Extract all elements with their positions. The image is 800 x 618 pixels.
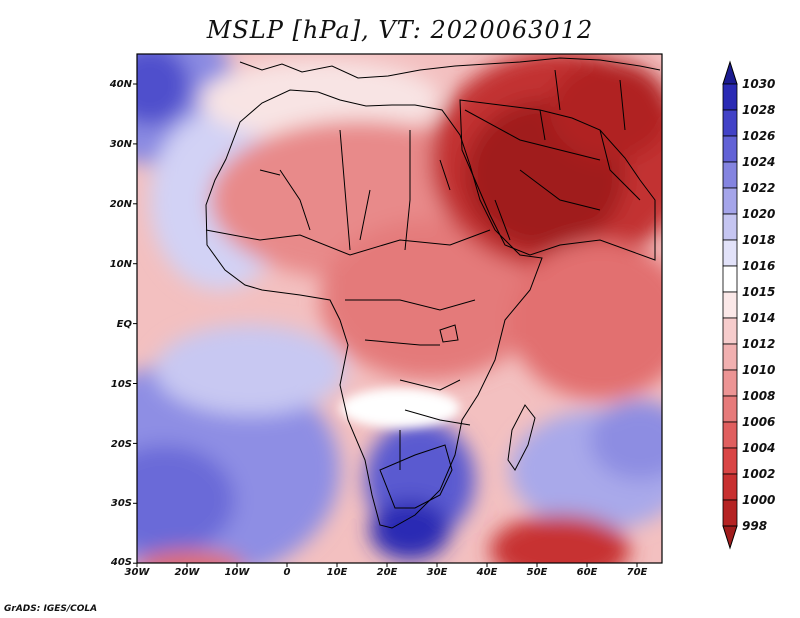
angola-white-band <box>340 388 460 428</box>
colorbar-label-1020: 1020 <box>742 207 776 221</box>
southern-ocean-low <box>490 515 630 563</box>
lake-victoria <box>439 324 459 343</box>
europe-coastline <box>239 57 661 79</box>
arabia-coastline <box>459 99 656 261</box>
azores-core <box>137 54 190 125</box>
colorbar-label-1008: 1008 <box>742 389 776 403</box>
south-africa-border <box>379 444 453 509</box>
colorbar-label-1000: 1000 <box>742 493 776 507</box>
colorbar-segment <box>722 239 738 267</box>
middle-east-borders <box>464 69 641 211</box>
colorbar-segment <box>722 395 738 423</box>
lon-label-20w: 20W <box>174 567 200 578</box>
lat-label-30n: 30N <box>109 139 132 150</box>
colorbar-segment <box>722 499 738 527</box>
lon-label-10e: 10E <box>326 567 348 578</box>
lat-label-20n: 20N <box>109 199 132 210</box>
colorbar-label-1018: 1018 <box>742 233 776 247</box>
lon-label-60e: 60E <box>576 567 598 578</box>
plot-frame <box>136 53 663 564</box>
lat-label-20s: 20S <box>110 439 132 450</box>
gulf-of-guinea-ridge <box>155 325 345 415</box>
colorbar-top-arrow <box>722 60 738 85</box>
sw-atlantic-low <box>137 550 243 563</box>
colorbar-segment <box>722 421 738 449</box>
colorbar-label-1010: 1010 <box>742 363 776 377</box>
south-atlantic-core <box>137 445 235 555</box>
lat-label-40s: 40S <box>110 557 132 568</box>
lon-label-40e: 40E <box>476 567 498 578</box>
colorbar-label-1004: 1004 <box>742 441 776 455</box>
colorbar-label-1012: 1012 <box>742 337 776 351</box>
lat-label-30s: 30S <box>110 498 132 509</box>
colorbar-label-1002: 1002 <box>742 467 776 481</box>
colorbar <box>722 60 738 550</box>
colorbar-segment <box>722 213 738 241</box>
lat-label-40n: 40N <box>109 79 132 90</box>
colorbar-label-1014: 1014 <box>742 311 776 325</box>
indian-ocean-low <box>510 240 662 400</box>
colorbar-label-1016: 1016 <box>742 259 776 273</box>
colorbar-segment <box>722 291 738 319</box>
persian-low <box>550 60 662 160</box>
colorbar-segment <box>722 109 738 137</box>
sahel-borders <box>205 129 511 470</box>
lon-label-50e: 50E <box>526 567 548 578</box>
colorbar-label-1026: 1026 <box>742 129 776 143</box>
colorbar-label-1024: 1024 <box>742 155 776 169</box>
colorbar-segment <box>722 187 738 215</box>
africa-coastline <box>205 89 543 529</box>
colorbar-segment <box>722 135 738 163</box>
colorbar-segment <box>722 473 738 501</box>
colorbar-label-1022: 1022 <box>742 181 776 195</box>
south-africa-core <box>370 500 450 560</box>
colorbar-segment <box>722 447 738 475</box>
lon-label-10w: 10W <box>224 567 250 578</box>
colorbar-label-998: 998 <box>742 519 768 533</box>
lon-label-30w: 30W <box>124 567 150 578</box>
colorbar-segment <box>722 161 738 189</box>
colorbar-segment <box>722 265 738 293</box>
colorbar-label-1015: 1015 <box>742 285 776 299</box>
colorbar-bottom-arrow <box>722 525 738 550</box>
madagascar <box>507 404 536 471</box>
lat-label-10s: 10S <box>110 379 132 390</box>
colorbar-label-1028: 1028 <box>742 103 776 117</box>
lon-label-30e: 30E <box>426 567 448 578</box>
map-title: MSLP [hPa], VT: 2020063012 <box>206 16 594 44</box>
lat-label-eq: EQ <box>116 319 132 330</box>
colorbar-label-1030: 1030 <box>742 77 776 91</box>
pressure-field <box>137 54 662 563</box>
axis-ticks <box>133 83 638 567</box>
colorbar-label-1006: 1006 <box>742 415 776 429</box>
colorbar-segment <box>722 83 738 111</box>
mediterranean <box>200 60 440 140</box>
coastlines <box>205 57 661 529</box>
central-africa <box>320 220 540 380</box>
south-indian-core <box>590 400 662 480</box>
colorbar-segment <box>722 317 738 345</box>
lon-label-70e: 70E <box>626 567 648 578</box>
colorbar-segment <box>722 343 738 371</box>
grads-credit: GrADS: IGES/COLA <box>4 604 98 614</box>
lon-label-0: 0 <box>283 567 291 578</box>
colorbar-segment <box>722 369 738 397</box>
lat-label-10n: 10N <box>109 259 132 270</box>
lon-label-20e: 20E <box>376 567 398 578</box>
